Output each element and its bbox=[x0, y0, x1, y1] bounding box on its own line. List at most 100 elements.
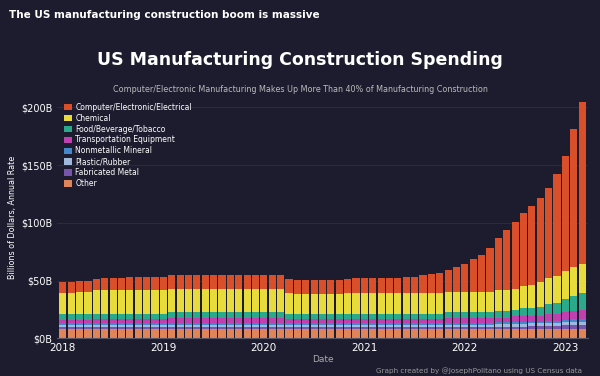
Bar bbox=[202, 318, 209, 323]
Bar bbox=[512, 317, 518, 322]
Bar bbox=[319, 294, 326, 314]
Bar bbox=[118, 327, 125, 329]
Bar bbox=[59, 323, 67, 325]
Bar bbox=[160, 319, 167, 323]
Bar bbox=[252, 327, 259, 329]
Bar bbox=[503, 322, 511, 324]
Bar bbox=[436, 324, 443, 327]
Bar bbox=[487, 324, 494, 327]
Bar bbox=[386, 329, 393, 338]
Bar bbox=[487, 329, 494, 338]
Bar bbox=[453, 329, 460, 338]
Bar bbox=[377, 323, 385, 324]
Bar bbox=[553, 321, 560, 323]
Bar bbox=[244, 327, 251, 329]
Bar bbox=[93, 323, 100, 324]
Bar bbox=[218, 323, 226, 324]
Bar bbox=[59, 325, 67, 327]
Bar bbox=[328, 329, 334, 338]
Bar bbox=[445, 270, 452, 292]
Bar bbox=[403, 327, 410, 329]
Bar bbox=[143, 277, 150, 291]
Bar bbox=[478, 327, 485, 329]
Bar bbox=[328, 323, 334, 324]
Bar bbox=[193, 324, 200, 327]
Bar bbox=[386, 278, 393, 293]
Bar bbox=[377, 327, 385, 329]
Bar bbox=[143, 291, 150, 314]
Bar bbox=[218, 329, 226, 338]
Bar bbox=[118, 278, 125, 291]
Bar bbox=[328, 280, 334, 294]
Bar bbox=[361, 314, 368, 319]
Bar bbox=[302, 324, 310, 327]
Bar bbox=[461, 329, 469, 338]
Bar bbox=[344, 319, 351, 323]
Bar bbox=[537, 329, 544, 338]
Bar bbox=[352, 323, 359, 324]
Bar bbox=[419, 293, 427, 314]
Bar bbox=[403, 324, 410, 327]
Bar bbox=[269, 312, 276, 318]
Bar bbox=[151, 323, 158, 324]
Bar bbox=[302, 280, 310, 294]
Bar bbox=[227, 324, 234, 327]
Bar bbox=[562, 156, 569, 271]
Bar bbox=[59, 329, 67, 338]
Bar bbox=[286, 314, 293, 319]
Bar bbox=[252, 312, 259, 318]
Bar bbox=[127, 277, 133, 291]
Bar bbox=[244, 323, 251, 324]
Bar bbox=[85, 292, 92, 314]
Bar bbox=[59, 320, 67, 323]
Bar bbox=[160, 329, 167, 338]
Bar bbox=[545, 329, 552, 338]
Bar bbox=[185, 324, 192, 327]
Bar bbox=[344, 314, 351, 319]
Bar bbox=[445, 327, 452, 329]
Bar bbox=[478, 318, 485, 323]
Bar bbox=[578, 264, 586, 293]
Bar bbox=[319, 329, 326, 338]
Bar bbox=[520, 212, 527, 287]
Bar bbox=[369, 319, 376, 323]
Bar bbox=[151, 291, 158, 314]
Bar bbox=[68, 293, 75, 314]
Bar bbox=[478, 255, 485, 292]
Bar bbox=[286, 324, 293, 327]
Bar bbox=[445, 292, 452, 312]
Bar bbox=[76, 323, 83, 325]
Bar bbox=[335, 324, 343, 327]
Bar bbox=[202, 324, 209, 327]
Bar bbox=[537, 323, 544, 326]
Bar bbox=[461, 323, 469, 324]
Bar bbox=[260, 323, 268, 324]
Bar bbox=[134, 314, 142, 319]
Bar bbox=[110, 314, 116, 319]
Bar bbox=[328, 319, 334, 323]
Bar bbox=[277, 289, 284, 312]
Y-axis label: Billions of Dollars, Annual Rate: Billions of Dollars, Annual Rate bbox=[8, 156, 17, 279]
Bar bbox=[127, 319, 133, 323]
Bar bbox=[311, 314, 317, 319]
Bar bbox=[512, 324, 518, 327]
Bar bbox=[411, 293, 418, 314]
Bar bbox=[352, 278, 359, 293]
Bar bbox=[227, 289, 234, 312]
Bar bbox=[377, 314, 385, 319]
Bar bbox=[352, 314, 359, 319]
Bar bbox=[168, 323, 175, 324]
Bar bbox=[537, 316, 544, 321]
Bar bbox=[302, 319, 310, 323]
Bar bbox=[562, 325, 569, 329]
Bar bbox=[134, 329, 142, 338]
Bar bbox=[110, 329, 116, 338]
Bar bbox=[110, 319, 116, 323]
Bar bbox=[235, 312, 242, 318]
Bar bbox=[311, 294, 317, 314]
Bar bbox=[210, 329, 217, 338]
Bar bbox=[495, 290, 502, 311]
Bar bbox=[68, 323, 75, 325]
Bar bbox=[403, 314, 410, 319]
Bar bbox=[386, 319, 393, 323]
